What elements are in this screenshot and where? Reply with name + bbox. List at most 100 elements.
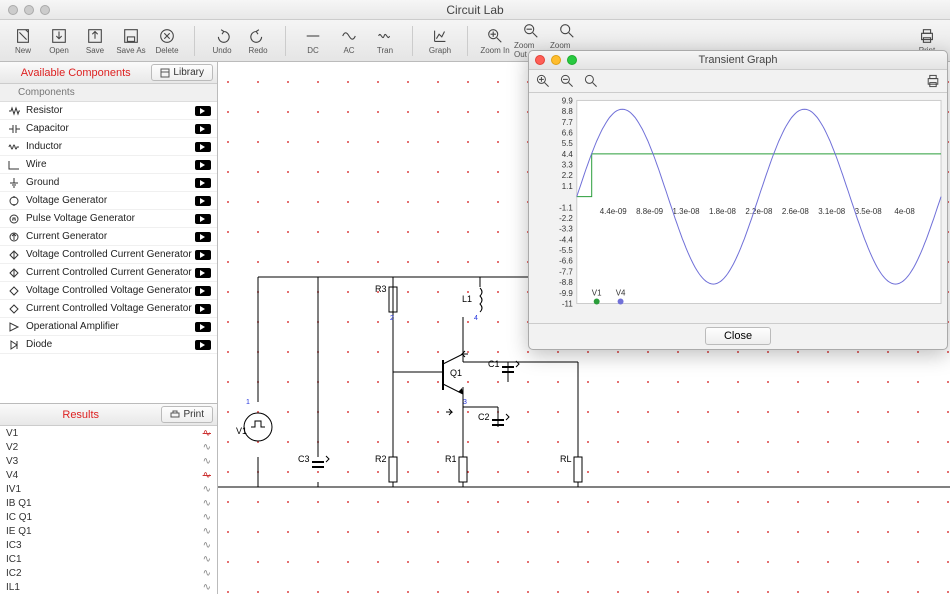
results-title: Results (0, 409, 161, 421)
svg-text:8.8e-09: 8.8e-09 (636, 207, 664, 216)
result-name: V2 (6, 442, 203, 453)
result-row[interactable]: IC3∿ (0, 538, 217, 552)
result-row[interactable]: V4∿ (0, 468, 217, 482)
tran-button[interactable]: Tran (368, 22, 402, 60)
component-label: Pulse Voltage Generator (22, 213, 195, 224)
svg-text:V1: V1 (236, 426, 247, 436)
result-wave-icon: ∿ (203, 428, 211, 439)
component-play-icon[interactable] (195, 286, 211, 296)
component-item[interactable]: Wire (0, 156, 217, 174)
result-name: IC3 (6, 540, 203, 551)
component-play-icon[interactable] (195, 268, 211, 278)
component-label: Current Controlled Voltage Generator (22, 303, 195, 314)
component-item[interactable]: Voltage Controlled Current Generator (0, 246, 217, 264)
redo-button[interactable]: Redo (241, 22, 275, 60)
svg-text:2.6e-08: 2.6e-08 (782, 207, 810, 216)
component-play-icon[interactable] (195, 250, 211, 260)
component-symbol-icon (6, 195, 22, 207)
component-label: Current Controlled Current Generator (22, 267, 195, 278)
component-item[interactable]: Resistor (0, 102, 217, 120)
component-label: Diode (22, 339, 195, 350)
component-item[interactable]: Inductor (0, 138, 217, 156)
graph-titlebar[interactable]: Transient Graph (529, 51, 947, 70)
svg-text:V4: V4 (616, 288, 626, 297)
component-play-icon[interactable] (195, 106, 211, 116)
result-wave-icon: ∿ (203, 582, 211, 593)
new-button[interactable]: New (6, 22, 40, 60)
result-row[interactable]: IC Q1∿ (0, 510, 217, 524)
save-button[interactable]: Save (78, 22, 112, 60)
component-symbol-icon (6, 177, 22, 189)
graph-close-button[interactable]: Close (705, 327, 771, 345)
result-row[interactable]: V2∿ (0, 440, 217, 454)
zoom-in-button[interactable]: Zoom In (478, 22, 512, 60)
graph-zoom-out-icon[interactable] (559, 73, 575, 89)
component-item[interactable]: Operational Amplifier (0, 318, 217, 336)
svg-text:V1: V1 (592, 288, 602, 297)
graph-zoom-reset-icon[interactable] (583, 73, 599, 89)
component-symbol-icon (6, 321, 22, 333)
svg-text:9.9: 9.9 (562, 96, 574, 105)
svg-text:-4.4: -4.4 (559, 235, 573, 244)
svg-text:1: 1 (246, 399, 250, 406)
component-label: Current Generator (22, 231, 195, 242)
component-item[interactable]: Ground (0, 174, 217, 192)
ac-button[interactable]: AC (332, 22, 366, 60)
graph-button[interactable]: Graph (423, 22, 457, 60)
component-play-icon[interactable] (195, 304, 211, 314)
component-play-icon[interactable] (195, 142, 211, 152)
results-print-button[interactable]: Print (161, 406, 213, 423)
svg-text:R1: R1 (445, 454, 457, 464)
component-symbol-icon (6, 105, 22, 117)
component-play-icon[interactable] (195, 178, 211, 188)
delete-button[interactable]: Delete (150, 22, 184, 60)
component-item[interactable]: Current Controlled Voltage Generator (0, 300, 217, 318)
svg-text:RL: RL (560, 454, 572, 464)
component-symbol-icon (6, 231, 22, 243)
result-row[interactable]: V1∿ (0, 426, 217, 440)
result-row[interactable]: V3∿ (0, 454, 217, 468)
open-button[interactable]: Open (42, 22, 76, 60)
component-play-icon[interactable] (195, 322, 211, 332)
graph-toolbar (529, 70, 947, 93)
undo-button[interactable]: Undo (205, 22, 239, 60)
graph-print-icon[interactable] (925, 73, 941, 89)
component-play-icon[interactable] (195, 160, 211, 170)
component-symbol-icon (6, 159, 22, 171)
result-name: IE Q1 (6, 526, 203, 537)
result-name: V1 (6, 428, 203, 439)
component-item[interactable]: Voltage Generator (0, 192, 217, 210)
component-play-icon[interactable] (195, 196, 211, 206)
component-item[interactable]: Pulse Voltage Generator (0, 210, 217, 228)
component-play-icon[interactable] (195, 214, 211, 224)
component-symbol-icon (6, 303, 22, 315)
svg-text:-2.2: -2.2 (559, 214, 573, 223)
component-item[interactable]: Voltage Controlled Voltage Generator (0, 282, 217, 300)
dc-button[interactable]: DC (296, 22, 330, 60)
component-item[interactable]: Current Controlled Current Generator (0, 264, 217, 282)
component-item[interactable]: Diode (0, 336, 217, 354)
graph-zoom-in-icon[interactable] (535, 73, 551, 89)
results-header: Results Print (0, 404, 217, 426)
svg-text:L1: L1 (462, 294, 472, 304)
result-row[interactable]: IC2∿ (0, 566, 217, 580)
save-as-button[interactable]: Save As (114, 22, 148, 60)
result-wave-icon: ∿ (203, 484, 211, 495)
result-row[interactable]: IC1∿ (0, 552, 217, 566)
component-label: Capacitor (22, 123, 195, 134)
svg-text:-7.7: -7.7 (559, 267, 573, 276)
component-play-icon[interactable] (195, 232, 211, 242)
component-play-icon[interactable] (195, 124, 211, 134)
svg-text:C2: C2 (478, 412, 490, 422)
svg-text:1.1: 1.1 (562, 182, 574, 191)
result-wave-icon: ∿ (203, 442, 211, 453)
library-button[interactable]: Library (151, 64, 213, 81)
component-item[interactable]: Capacitor (0, 120, 217, 138)
component-play-icon[interactable] (195, 340, 211, 350)
svg-text:-8.8: -8.8 (559, 278, 573, 287)
result-row[interactable]: IE Q1∿ (0, 524, 217, 538)
result-row[interactable]: IV1∿ (0, 482, 217, 496)
result-row[interactable]: IL1∿ (0, 580, 217, 594)
component-item[interactable]: Current Generator (0, 228, 217, 246)
result-row[interactable]: IB Q1∿ (0, 496, 217, 510)
